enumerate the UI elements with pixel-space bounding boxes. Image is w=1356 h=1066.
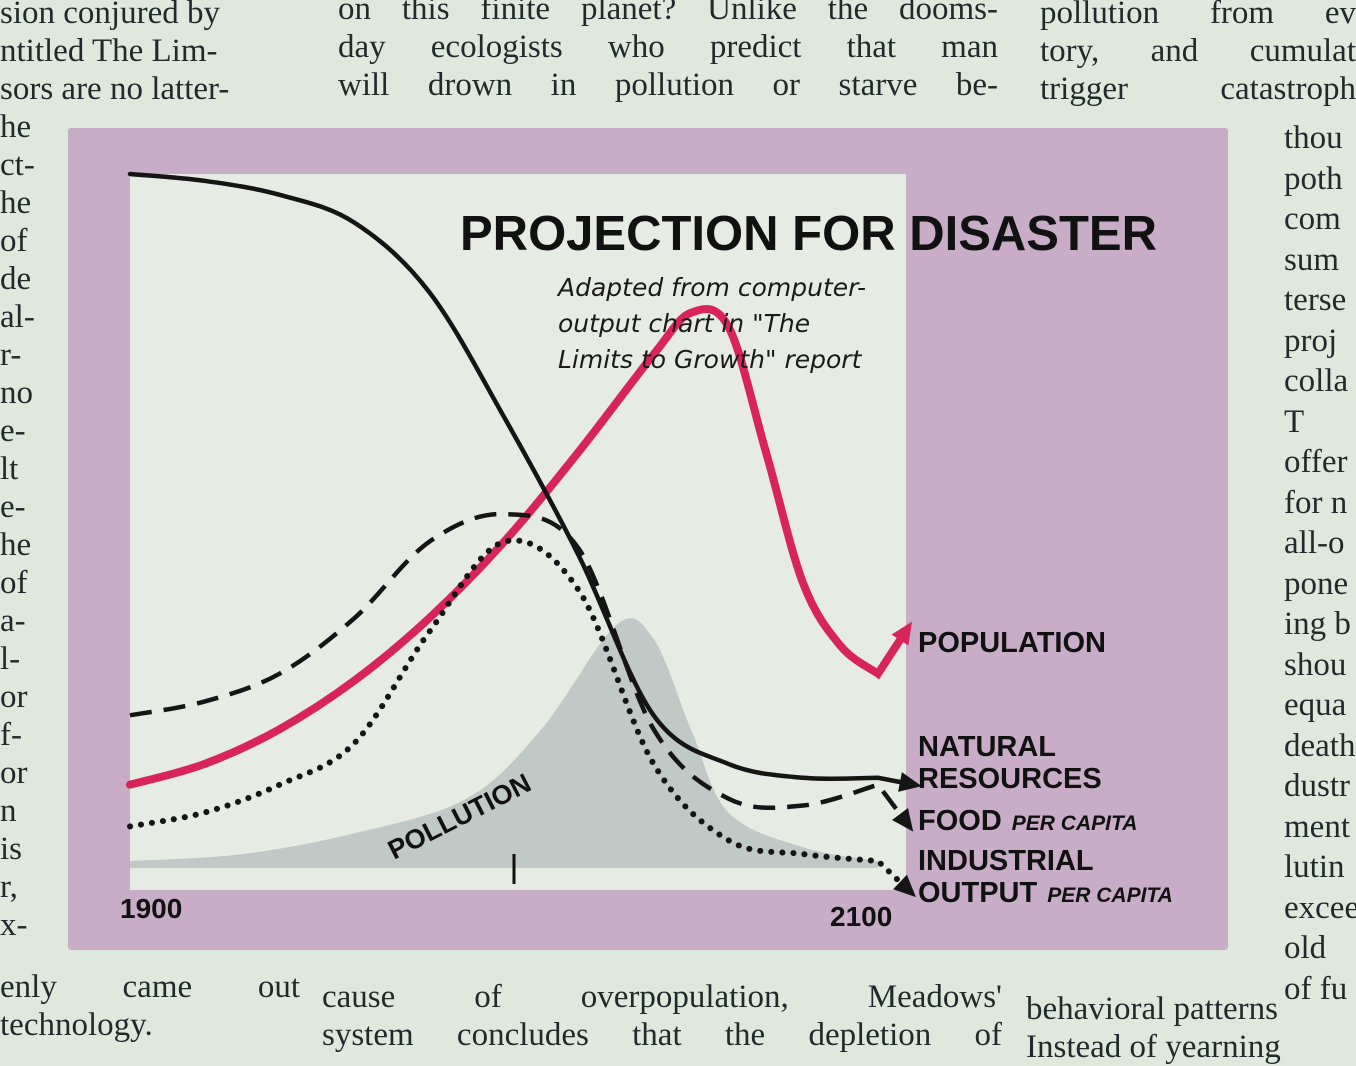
arrow-head-industrial-output xyxy=(893,874,916,898)
article-line: on this finite planet? Unlike the dooms- xyxy=(338,0,998,27)
article-line: l- xyxy=(0,641,21,677)
article-line: tory, and cumulat xyxy=(1040,33,1356,69)
article-line: T xyxy=(1284,403,1305,440)
x-label-end: 2100 xyxy=(830,901,892,932)
article-line: of fu xyxy=(1284,970,1348,1007)
series-label-population: POPULATION xyxy=(918,627,1106,659)
arrow-head-population xyxy=(891,621,913,646)
article-line: dustr xyxy=(1284,768,1350,804)
article-line: day ecologists who predict that man xyxy=(338,29,998,65)
article-line: behavioral patterns xyxy=(1026,991,1278,1027)
article-line: com xyxy=(1284,201,1341,237)
article-line: f- xyxy=(0,717,22,753)
article-line: poth xyxy=(1284,160,1343,197)
article-line: terse xyxy=(1284,282,1347,318)
article-line: he xyxy=(0,185,32,221)
chart-subtitle-line-3: Limits to Growth" report xyxy=(558,345,863,374)
series-lines xyxy=(126,171,922,898)
article-line: is xyxy=(0,831,23,867)
chart-subtitle-line-2: output chart in "The xyxy=(558,309,810,338)
article-line: ntitled The Lim- xyxy=(0,33,218,69)
article-line: r, xyxy=(0,869,18,905)
article-column-left: sion conjured by ntitled The Lim-sors are… xyxy=(0,0,290,944)
article-line: sum xyxy=(1284,241,1340,278)
article-line: pollution from ev xyxy=(1040,0,1356,31)
article-column-middle: on this finite planet? Unlike the dooms-… xyxy=(338,0,998,104)
article-line: proj xyxy=(1284,322,1338,359)
article-line: r- xyxy=(0,337,22,373)
article-line: offer xyxy=(1284,444,1348,480)
series-label-industrial-output-suffix: PER CAPITA xyxy=(1047,884,1173,907)
x-label-start: 1900 xyxy=(120,893,182,924)
series-label-natural-resources: NATURAL xyxy=(918,731,1056,763)
article-line: n xyxy=(0,793,17,829)
article-line: he xyxy=(0,109,32,145)
article-line: enly came out xyxy=(0,969,300,1005)
article-line: e- xyxy=(0,413,26,449)
article-line: or xyxy=(0,755,28,791)
article-line: e- xyxy=(0,489,26,525)
article-line: of xyxy=(0,223,28,259)
article-line: de xyxy=(0,261,32,297)
article-line: x- xyxy=(0,907,28,943)
projection-chart-figure: POPULATION NATURAL RESOURCES FOOD PER CAPITA… xyxy=(68,128,1228,950)
article-right-bottom: behavioral patterns Instead of yearning xyxy=(1026,990,1356,1066)
series-line-food xyxy=(129,511,902,816)
article-line: ct- xyxy=(0,147,35,183)
article-line: technology. xyxy=(0,1007,153,1043)
pollution-layer xyxy=(130,618,878,884)
article-line: ing b xyxy=(1284,606,1351,642)
series-label-food-suffix: PER CAPITA xyxy=(1012,812,1138,835)
article-line: lutin xyxy=(1284,849,1345,885)
article-line: ment xyxy=(1284,808,1350,845)
series-label-industrial-output-line-2: OUTPUT xyxy=(918,877,1038,909)
article-line: for n xyxy=(1284,484,1348,521)
article-line: equa xyxy=(1284,687,1347,723)
article-line: al- xyxy=(0,299,35,335)
series-line-industrial-output xyxy=(127,537,903,885)
article-left-bottom: enly came out technology. xyxy=(0,968,300,1044)
article-line: a- xyxy=(0,603,26,639)
chart-title: PROJECTION FOR DISASTER xyxy=(460,207,1157,261)
article-line: sors are no latter- xyxy=(0,71,230,107)
article-line: Instead of yearning xyxy=(1026,1029,1281,1065)
series-label-natural-resources-line-2: RESOURCES xyxy=(918,763,1102,795)
article-line: will drown in pollution or starve be- xyxy=(338,67,998,103)
series-line-population xyxy=(126,305,904,789)
arrow-head-food xyxy=(892,807,914,832)
article-line: sion conjured by xyxy=(0,0,220,31)
article-line: system concludes that the depletion of xyxy=(322,1017,1002,1053)
article-column-right: pollution from ev tory, and cumulat trigge… xyxy=(1040,0,1356,108)
article-line: shou xyxy=(1284,646,1347,683)
series-line-natural-resources xyxy=(127,171,903,785)
article-line: or xyxy=(0,679,28,715)
article-line: he xyxy=(0,527,32,563)
article-line: all-o xyxy=(1284,525,1345,561)
article-line: excee xyxy=(1284,889,1356,926)
article-line: lt xyxy=(0,451,19,487)
article-line: colla xyxy=(1284,363,1349,399)
article-line: death xyxy=(1284,727,1356,764)
article-middle-bottom: cause of overpopulation, Meadows' system … xyxy=(322,978,1002,1054)
arrow-head-natural-resources xyxy=(898,772,922,792)
chart-subtitle-line-1: Adapted from computer- xyxy=(556,273,866,302)
article-line: no xyxy=(0,375,33,411)
article-line: trigger catastroph xyxy=(1040,71,1356,107)
article-line: old xyxy=(1284,930,1327,966)
series-label-food: FOOD xyxy=(918,805,1002,837)
article-line: cause of overpopulation, Meadows' xyxy=(322,979,1002,1015)
article-line: pone xyxy=(1284,565,1349,602)
title-band xyxy=(906,208,1226,268)
article-line: of xyxy=(0,565,28,601)
article-line: thou xyxy=(1284,120,1343,156)
series-label-industrial-output: INDUSTRIAL xyxy=(918,845,1094,877)
series-area-pollution xyxy=(130,618,878,868)
